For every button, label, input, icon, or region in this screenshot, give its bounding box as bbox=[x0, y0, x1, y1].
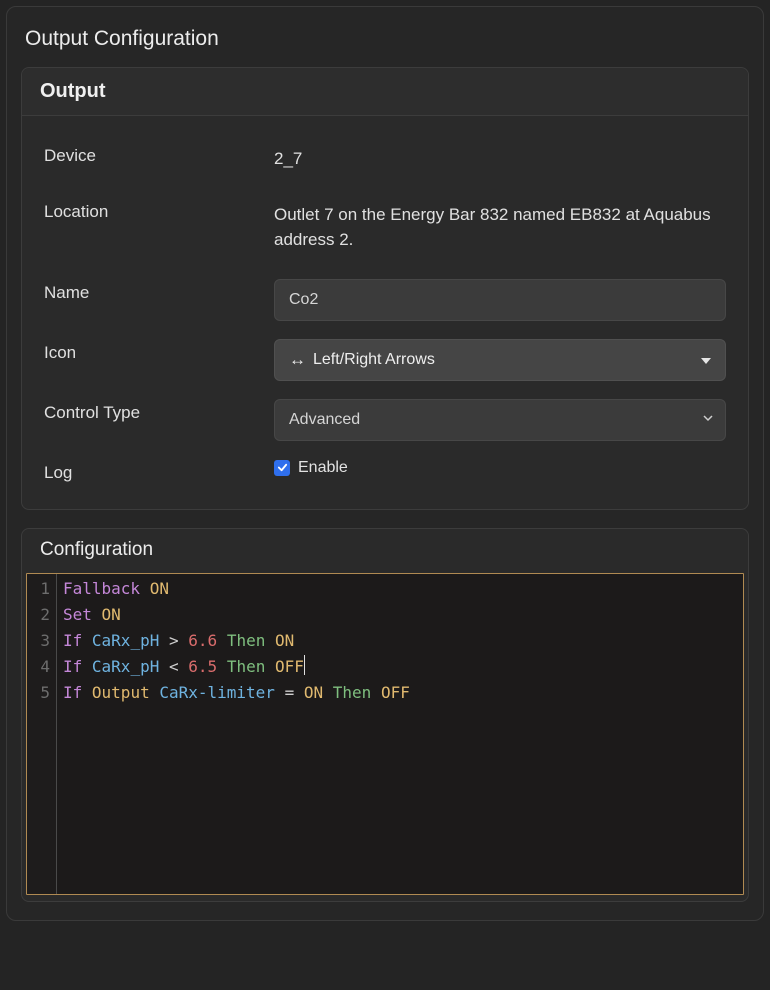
name-label: Name bbox=[44, 279, 274, 303]
icon-picker[interactable]: ↔ Left/Right Arrows bbox=[274, 339, 726, 381]
output-card: Output Device 2_7 Location Outlet 7 on t… bbox=[21, 67, 749, 510]
configuration-title: Configuration bbox=[40, 539, 730, 561]
log-label: Log bbox=[44, 459, 274, 483]
code-line: If Output CaRx-limiter = ON Then OFF bbox=[63, 680, 743, 706]
icon-label: Icon bbox=[44, 339, 274, 363]
name-input[interactable] bbox=[274, 279, 726, 321]
line-number: 1 bbox=[27, 576, 50, 602]
control-type-select[interactable]: Advanced bbox=[274, 399, 726, 441]
code-line: Set ON bbox=[63, 602, 743, 628]
output-card-header: Output bbox=[22, 68, 748, 116]
code-editor[interactable]: 12345 Fallback ONSet ONIf CaRx_pH > 6.6 … bbox=[26, 573, 744, 895]
caret-down-icon bbox=[701, 351, 711, 369]
location-value: Outlet 7 on the Energy Bar 832 named EB8… bbox=[274, 198, 726, 253]
configuration-card: Configuration 12345 Fallback ONSet ONIf … bbox=[21, 528, 749, 902]
editor-code[interactable]: Fallback ONSet ONIf CaRx_pH > 6.6 Then O… bbox=[57, 574, 743, 894]
location-label: Location bbox=[44, 198, 274, 222]
line-number: 2 bbox=[27, 602, 50, 628]
editor-gutter: 12345 bbox=[27, 574, 57, 894]
log-enable-label: Enable bbox=[298, 459, 348, 477]
code-line: If CaRx_pH > 6.6 Then ON bbox=[63, 628, 743, 654]
left-right-arrows-icon: ↔ bbox=[289, 350, 305, 370]
control-type-label: Control Type bbox=[44, 399, 274, 423]
line-number: 4 bbox=[27, 654, 50, 680]
icon-picker-label: Left/Right Arrows bbox=[313, 351, 435, 369]
output-config-panel: Output Configuration Output Device 2_7 L… bbox=[6, 6, 764, 921]
line-number: 3 bbox=[27, 628, 50, 654]
output-card-title: Output bbox=[40, 80, 730, 103]
text-caret bbox=[304, 655, 305, 675]
page-title: Output Configuration bbox=[21, 21, 749, 67]
log-enable-checkbox[interactable] bbox=[274, 460, 290, 476]
device-label: Device bbox=[44, 142, 274, 166]
device-value: 2_7 bbox=[274, 142, 726, 172]
code-line: Fallback ON bbox=[63, 576, 743, 602]
code-line: If CaRx_pH < 6.5 Then OFF bbox=[63, 654, 743, 680]
line-number: 5 bbox=[27, 680, 50, 706]
